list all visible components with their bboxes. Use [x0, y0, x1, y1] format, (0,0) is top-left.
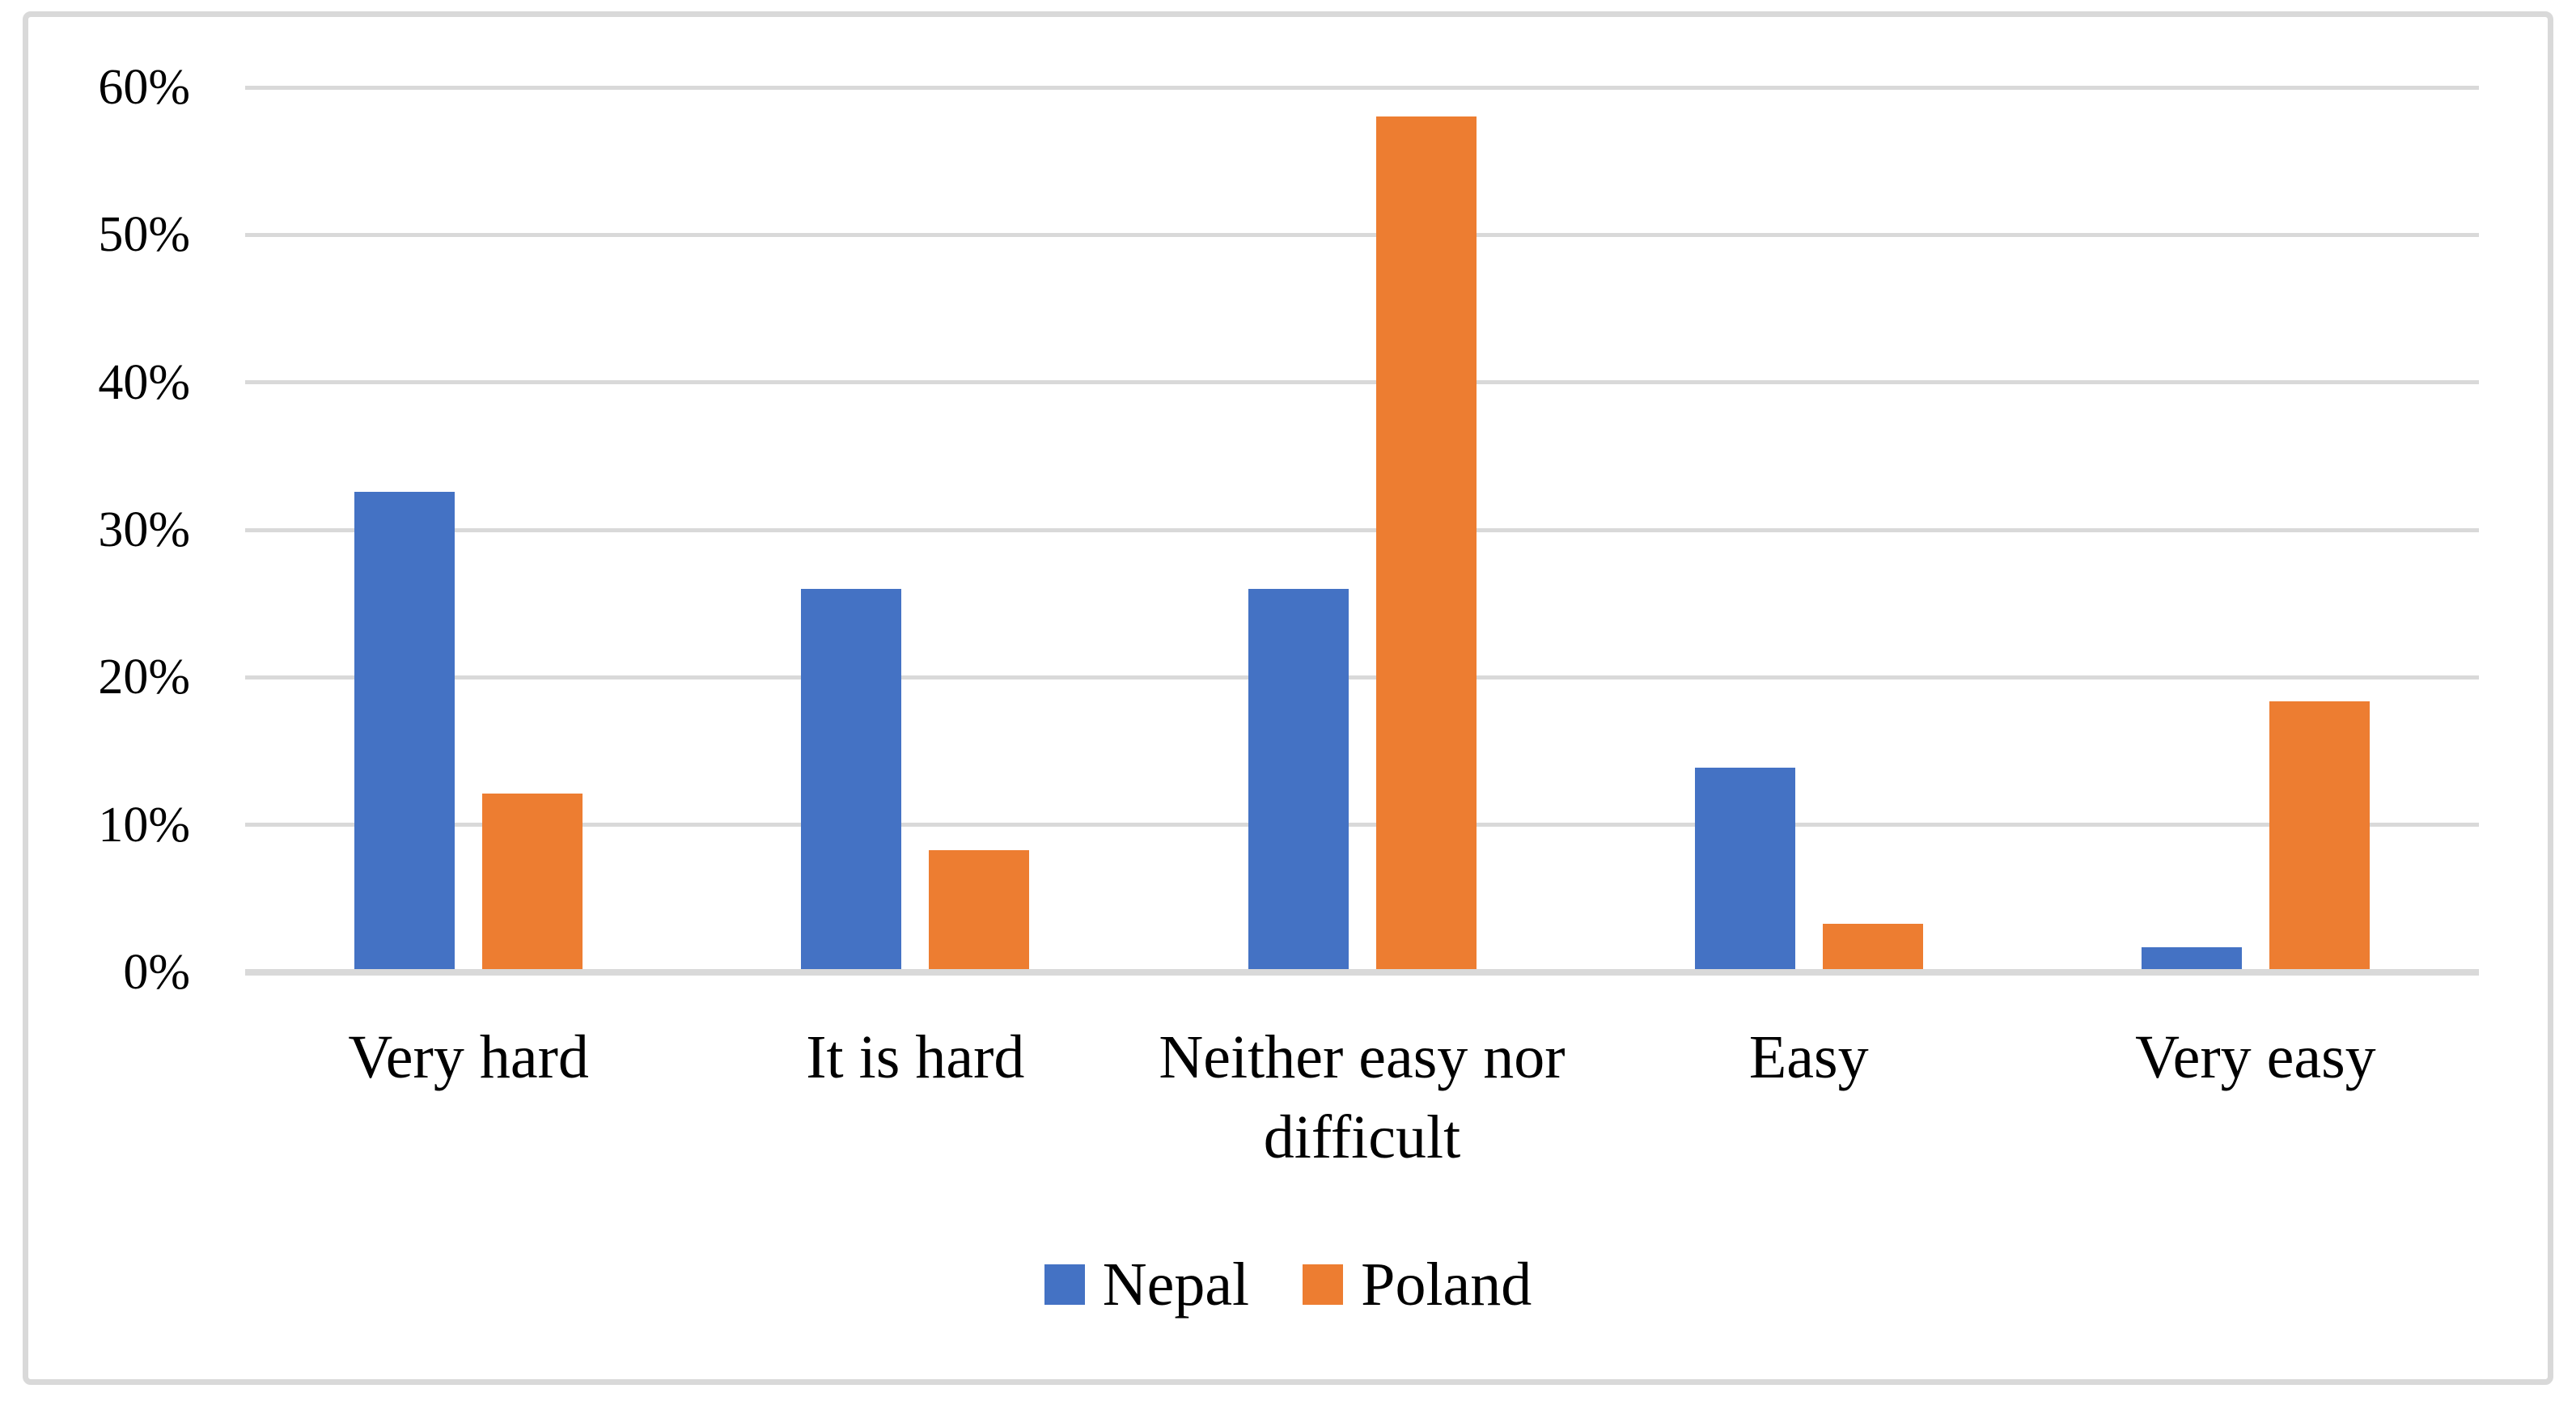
gridline-30 — [245, 527, 2479, 532]
x-axis-labels: Very hard It is hard Neither easy nor diff… — [245, 1018, 2479, 1178]
legend-item-nepal: Nepal — [1044, 1254, 1249, 1315]
category-label-4: Very easy — [2135, 1023, 2376, 1091]
legend-item-poland: Poland — [1303, 1254, 1532, 1315]
bar-poland-1 — [929, 849, 1030, 972]
legend-swatch-nepal — [1044, 1264, 1085, 1305]
legend-swatch-poland — [1303, 1264, 1344, 1305]
y-tick-label-50: 50% — [98, 207, 190, 263]
y-tick-label-40: 40% — [98, 354, 190, 410]
y-tick-label-0: 0% — [123, 945, 190, 1000]
category-label-2: Neither easy nor difficult — [1159, 1023, 1566, 1171]
category-label-1: It is hard — [806, 1023, 1025, 1091]
legend-label-nepal: Nepal — [1102, 1251, 1250, 1319]
gridline-40 — [245, 380, 2479, 385]
x-label-cell-2: Neither easy nor difficult — [1138, 1018, 1585, 1178]
bar-nepal-3 — [1694, 767, 1795, 972]
y-tick-label-20: 20% — [98, 650, 190, 705]
bar-nepal-0 — [354, 491, 455, 972]
y-tick-label-60: 60% — [98, 60, 190, 115]
x-label-cell-1: It is hard — [692, 1018, 1138, 1178]
x-axis-line — [245, 969, 2479, 976]
legend-label-poland: Poland — [1361, 1251, 1532, 1319]
gridline-60 — [245, 85, 2479, 90]
category-label-3: Easy — [1748, 1023, 1869, 1091]
category-label-0: Very hard — [348, 1023, 589, 1091]
bar-nepal-4 — [2141, 947, 2242, 972]
gridline-50 — [245, 232, 2479, 237]
gridline-20 — [245, 675, 2479, 679]
y-tick-label-30: 30% — [98, 502, 190, 557]
bar-poland-3 — [1822, 923, 1923, 972]
bar-poland-0 — [482, 794, 583, 972]
legend: Nepal Poland — [0, 1246, 2576, 1323]
bar-nepal-2 — [1248, 588, 1349, 972]
x-label-cell-0: Very hard — [245, 1018, 692, 1178]
bar-nepal-1 — [801, 588, 902, 972]
gridline-10 — [245, 823, 2479, 828]
x-label-cell-3: Easy — [1586, 1018, 2032, 1178]
plot-area — [245, 85, 2479, 976]
bar-poland-4 — [2269, 701, 2370, 972]
y-tick-label-10: 10% — [98, 797, 190, 853]
bar-poland-2 — [1375, 116, 1477, 972]
x-label-cell-4: Very easy — [2032, 1018, 2479, 1178]
